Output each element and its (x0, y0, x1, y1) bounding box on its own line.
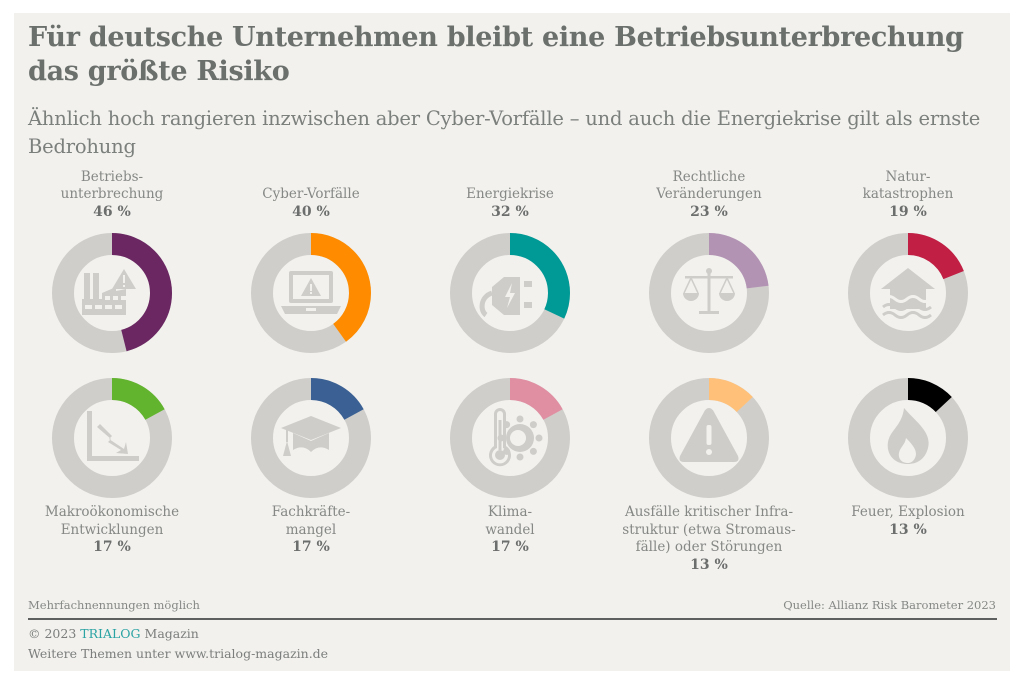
donut-naturkatastrophen (848, 233, 968, 353)
donut-label-klimawandel: Klima-wandel 17 % (415, 504, 605, 557)
category-name: Fachkräfte-mangel (216, 504, 406, 539)
laptop-warning-icon (281, 271, 341, 314)
footnote: Mehrfachnennungen möglich (28, 598, 200, 612)
category-name-line: katastrophen (862, 186, 954, 202)
footer-divider (28, 618, 997, 620)
donut-segment-feuer-explosion (848, 378, 968, 498)
donut-segment-betriebsunterbrechung (52, 233, 172, 353)
category-name-line: wandel (485, 521, 535, 538)
source-note: Quelle: Allianz Risk Barometer 2023 (783, 598, 996, 612)
category-name-line: Betriebs- (80, 168, 144, 185)
factory-warning-icon (82, 269, 136, 315)
value-label: 23 % (690, 203, 728, 220)
category-name-line: Cyber-Vorfälle (262, 186, 360, 202)
donut-segment-energiekrise (450, 233, 570, 353)
chart-down-icon (87, 411, 139, 461)
brand-name: TRIALOG (80, 626, 141, 641)
donut-betriebsunterbrechung (52, 233, 172, 353)
graduation-cap-icon (281, 416, 341, 456)
brand-suffix: Magazin (144, 626, 199, 641)
donut-klimawandel (450, 378, 570, 498)
category-name: Natur-katastrophen (813, 169, 1003, 204)
donut-label-betriebsunterbrechung: Betriebs-unterbrechung 46 % (17, 169, 207, 222)
donut-segment-ausfälle-kritischer-infrastruktur-etwa-stromausfälle-oder-störungen (649, 378, 769, 498)
category-name: Makroökonomische Entwicklungen (17, 504, 207, 539)
category-name-line: Natur- (885, 168, 931, 185)
category-name: Betriebs-unterbrechung (17, 169, 207, 204)
page-title: Für deutsche Unternehmen bleibt eine Bet… (28, 22, 964, 87)
donut-label-fachkräftemangel: Fachkräfte-mangel 17 % (216, 504, 406, 557)
category-name-line: Makroökonomische (44, 504, 180, 520)
donut-label-rechtliche-veränderungen: Rechtliche Veränderungen 23 % (614, 169, 804, 222)
value-label: 17 % (93, 539, 131, 555)
category-name: Energiekrise (415, 186, 605, 204)
category-name-line: Rechtliche (672, 168, 746, 185)
scales-icon (683, 268, 735, 314)
donut-energiekrise (450, 233, 570, 353)
flooded-house-icon (881, 268, 935, 319)
category-name-line: Energiekrise (466, 186, 554, 202)
plug-lightning-icon (479, 277, 532, 318)
website-link[interactable]: Weitere Themen unter www.trialog-magazin… (28, 646, 329, 661)
value-label: 32 % (491, 203, 529, 220)
category-name-line: mangel (285, 521, 337, 538)
donut-segment-makroökonomische-entwicklungen (52, 378, 172, 498)
value-label: 17 % (292, 539, 330, 555)
donut-label-ausfälle-kritischer-infrastruktur-etwa-stromausfälle-oder-störungen: Ausfälle kritischer Infra-struktur (etwa… (614, 504, 804, 574)
warning-triangle-icon (679, 408, 739, 462)
donut-makroökonomische-entwicklungen (52, 378, 172, 498)
donut-fachkräftemangel (251, 378, 371, 498)
copyright-line: © 2023 TRIALOG Magazin (28, 626, 199, 641)
category-name: Cyber-Vorfälle (216, 186, 406, 204)
donut-cyber-vorfälle (251, 233, 371, 353)
page-subtitle: Ähnlich hoch rangieren inzwischen aber C… (28, 107, 981, 158)
category-name-line: fälle) oder Störungen (635, 539, 783, 555)
value-label: 46 % (93, 203, 131, 220)
category-name-line: unterbrechung (60, 186, 164, 202)
value-label: 40 % (292, 203, 330, 220)
infographic-card: Für deutsche Unternehmen bleibt eine Bet… (14, 13, 1010, 671)
category-name: Klima-wandel (415, 504, 605, 539)
donut-label-makroökonomische-entwicklungen: Makroökonomische Entwicklungen 17 % (17, 504, 207, 557)
donut-label-cyber-vorfälle: Cyber-Vorfälle 40 % (216, 186, 406, 221)
copyright-year: © 2023 (28, 626, 77, 641)
category-name: Ausfälle kritischer Infra-struktur (etwa… (614, 504, 804, 557)
category-name-line: Feuer, Explosion (851, 504, 965, 520)
value-label: 17 % (491, 539, 529, 555)
category-name: Rechtliche Veränderungen (614, 169, 804, 204)
donut-segment-fachkräftemangel (251, 378, 371, 498)
category-name-line: Klima- (487, 504, 533, 520)
category-name-line: struktur (etwa Stromaus- (622, 521, 796, 538)
category-name-line: Entwicklungen (60, 521, 164, 538)
donut-ausfälle-kritischer-infrastruktur-etwa-stromausfälle-oder-störungen (649, 378, 769, 498)
category-name: Feuer, Explosion (813, 504, 1003, 522)
donut-segment-cyber-vorfälle (251, 233, 371, 353)
thermometer-sun-icon (489, 408, 543, 467)
category-name-line: Ausfälle kritischer Infra- (624, 504, 794, 520)
value-label: 13 % (889, 521, 927, 538)
donut-segment-klimawandel (450, 378, 570, 498)
value-label: 13 % (690, 556, 728, 573)
value-label: 19 % (889, 203, 927, 220)
category-name-line: Fachkräfte- (271, 504, 351, 520)
category-name-line: Veränderungen (656, 186, 762, 202)
donut-segment-rechtliche-veränderungen (649, 233, 769, 353)
donut-label-energiekrise: Energiekrise 32 % (415, 186, 605, 221)
donut-label-naturkatastrophen: Natur-katastrophen 19 % (813, 169, 1003, 222)
donut-label-feuer-explosion: Feuer, Explosion 13 % (813, 504, 1003, 539)
donut-rechtliche-veränderungen (649, 233, 769, 353)
donut-segment-naturkatastrophen (848, 233, 968, 353)
fire-icon (887, 408, 929, 464)
donut-feuer-explosion (848, 378, 968, 498)
